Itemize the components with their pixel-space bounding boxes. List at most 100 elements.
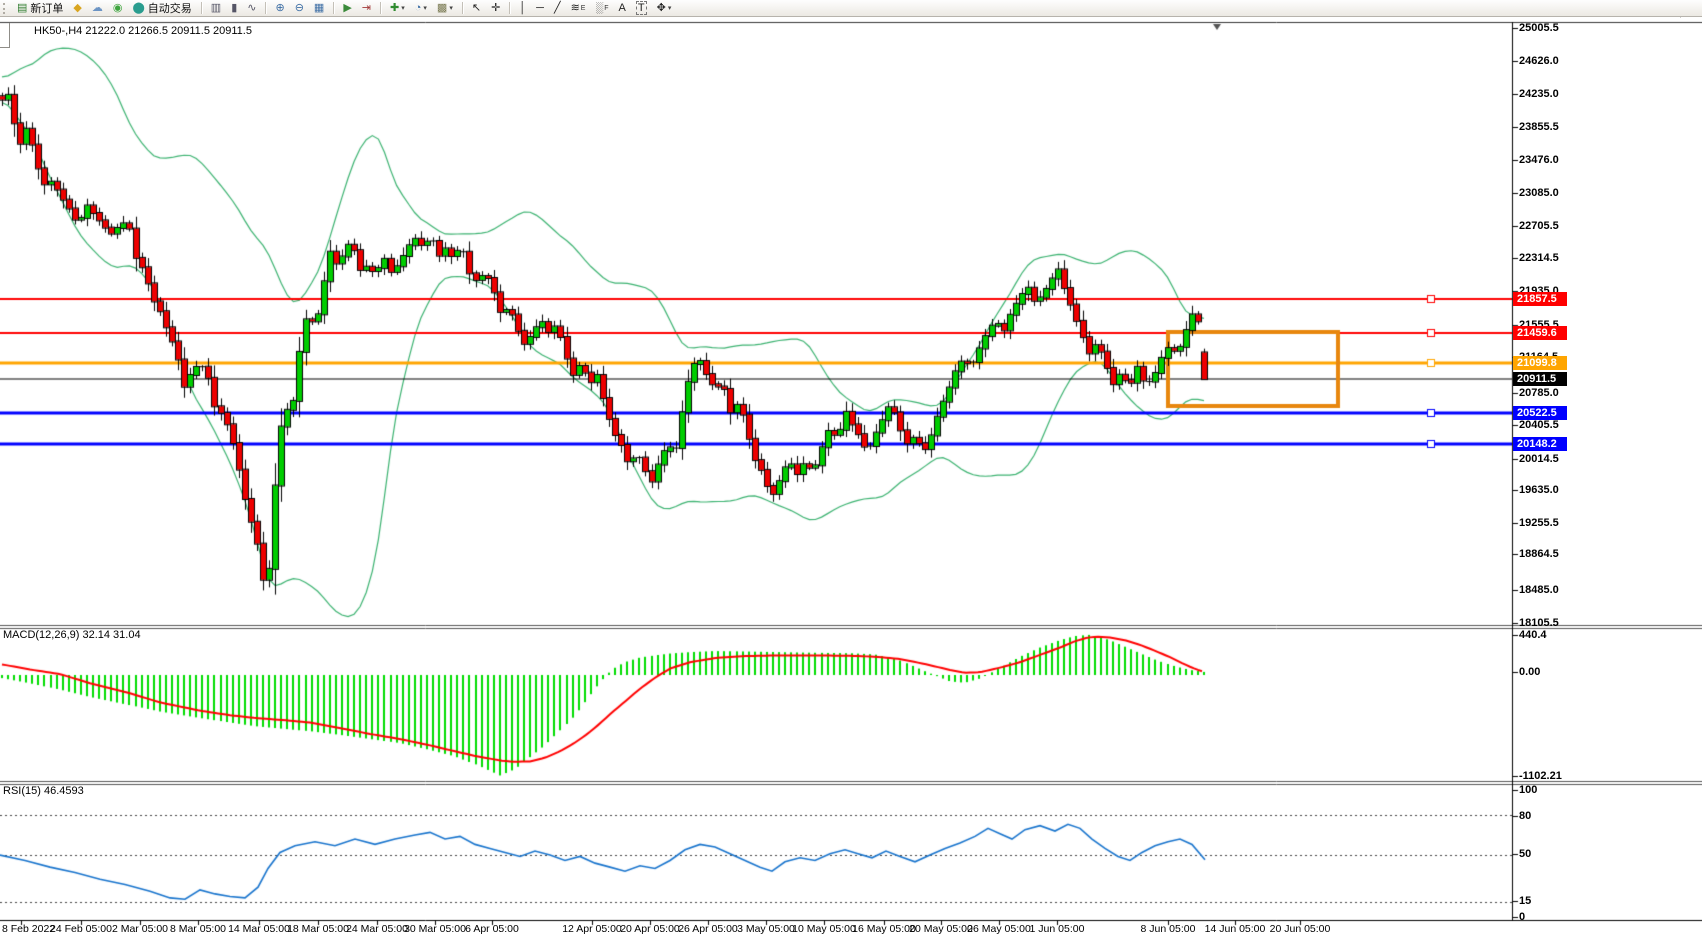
- gold-cube-icon: ◆: [73, 2, 82, 14]
- time-axis-label: 10 May 05:00: [792, 923, 856, 935]
- auto-trading-button-label: 自动交易: [147, 3, 192, 15]
- line-chart-icon: ∿: [247, 2, 257, 14]
- bar-chart-icon[interactable]: ▥: [207, 0, 225, 16]
- time-axis-label: 18 Mar 05:00: [287, 923, 349, 935]
- zoom-in-icon[interactable]: ⊕: [271, 0, 288, 16]
- time-axis-label: 8 Feb 2022: [2, 923, 56, 935]
- chevron-down-icon: ▾: [423, 5, 427, 12]
- candlestick-icon: ▮: [231, 2, 238, 14]
- chevron-down-icon: ▾: [667, 5, 672, 12]
- time-axis-label: 20 Jun 05:00: [1269, 923, 1331, 935]
- rsi-axis-label: 100: [1519, 784, 1538, 796]
- auto-scroll-icon: ▶: [343, 2, 352, 14]
- toolbar-separator: [461, 2, 463, 14]
- tile-windows-icon[interactable]: ▦: [310, 0, 328, 16]
- chevron-down-icon: ▾: [401, 5, 405, 12]
- price-axis-label: 24235.0: [1519, 88, 1559, 100]
- vertical-line-icon[interactable]: │: [515, 0, 530, 16]
- line-chart-icon[interactable]: ∿: [243, 0, 260, 16]
- time-axis-label: 14 Mar 05:00: [228, 923, 290, 935]
- cursor-icon[interactable]: ↖: [468, 0, 485, 16]
- price-line-badge: 21459.6: [1513, 326, 1567, 340]
- time-axis-label: 24 Feb 05:00: [50, 923, 112, 935]
- indicators-button[interactable]: ✚ ▾: [386, 0, 409, 16]
- price-line-badge: 21857.5: [1513, 292, 1567, 306]
- rsi-axis-label: 0: [1519, 911, 1526, 923]
- candlestick-chart-icon[interactable]: ▮: [227, 0, 241, 16]
- chart-title: HK50-,H4 21222.0 21266.5 20911.5 20911.5: [34, 25, 252, 37]
- time-axis-label: 20 May 05:00: [909, 923, 973, 935]
- price-axis-label: 19255.5: [1519, 517, 1559, 529]
- zoom-out-icon[interactable]: ⊖: [291, 0, 308, 16]
- text-icon[interactable]: A: [615, 0, 630, 16]
- zoom-out-icon: ⊖: [294, 2, 304, 14]
- time-axis-label: 6 Apr 05:00: [465, 923, 519, 935]
- fibo-retracement-icon: ≋: [570, 2, 580, 14]
- time-axis-label: 8 Mar 05:00: [169, 923, 227, 935]
- time-axis-label: 20 Apr 05:00: [620, 923, 680, 935]
- horizontal-line-icon[interactable]: ─: [532, 0, 548, 16]
- toolbar-separator: [265, 2, 267, 14]
- crosshair-icon[interactable]: ✛: [487, 0, 504, 16]
- chevron-down-icon: ▾: [449, 5, 453, 12]
- chart-shift-icon[interactable]: ⇥: [358, 0, 375, 16]
- toolbar-separator: [200, 2, 202, 14]
- fibo-fan-icon[interactable]: ░ F: [595, 2, 609, 14]
- auto-trading-button[interactable]: ⬤ 自动交易: [128, 0, 195, 16]
- rsi-indicator-label: RSI(15) 46.4593: [3, 785, 84, 797]
- toolbar-separator: [380, 2, 382, 14]
- clock-icon: ◔: [414, 2, 422, 14]
- time-axis-label: 26 Apr 05:00: [678, 923, 738, 935]
- periods-button[interactable]: ◔ ▾: [411, 0, 431, 16]
- price-axis-label: 23085.0: [1519, 187, 1559, 199]
- trendline-icon: ╱: [553, 2, 561, 14]
- time-axis-label: 8 Jun 05:00: [1140, 923, 1196, 935]
- gold-cube-icon[interactable]: ◆: [69, 0, 85, 16]
- price-line-badge: 20148.2: [1513, 437, 1567, 451]
- toolbar-grip[interactable]: [3, 2, 9, 14]
- price-axis-label: 25005.5: [1519, 22, 1559, 34]
- text-label-icon[interactable]: T: [632, 0, 651, 16]
- vertical-line-icon: │: [519, 2, 527, 14]
- template-icon: ▩: [436, 2, 448, 14]
- price-axis-label: 22314.5: [1519, 252, 1559, 264]
- chart-shift-icon: ⇥: [361, 2, 372, 14]
- templates-button[interactable]: ▩ ▾: [433, 0, 457, 16]
- toolbar-separator: [333, 2, 335, 14]
- auto-scroll-icon[interactable]: ▶: [339, 0, 355, 16]
- new-order-button[interactable]: ▤ 新订单: [13, 0, 67, 16]
- data-window-icon: ☁: [91, 2, 103, 14]
- macd-axis-label: 0.00: [1519, 666, 1541, 678]
- macd-axis-label: 440.4: [1519, 629, 1547, 641]
- rsi-axis-label: 50: [1519, 848, 1532, 860]
- chart-window-frame: [0, 23, 10, 48]
- tile-windows-icon: ▦: [313, 2, 325, 14]
- arrows-icon[interactable]: ✥ ▾: [653, 0, 676, 16]
- price-axis-label: 22705.5: [1519, 220, 1559, 232]
- macd-indicator-label: MACD(12,26,9) 32.14 31.04: [3, 629, 141, 641]
- price-axis-label: 20405.5: [1519, 419, 1559, 431]
- trendline-icon[interactable]: ╱: [550, 0, 565, 16]
- fibo-fan-icon: ░: [595, 2, 604, 14]
- time-axis-label: 30 Mar 05:00: [404, 923, 466, 935]
- price-axis-label: 18105.5: [1519, 617, 1559, 629]
- time-axis-label: 14 Jun 05:00: [1204, 923, 1266, 935]
- time-axis-label: 16 May 05:00: [852, 923, 916, 935]
- new-order-button-label: 新订单: [30, 3, 64, 15]
- text-label-icon: T: [635, 1, 647, 15]
- price-axis-label: 20014.5: [1519, 453, 1559, 465]
- price-axis-label: 19635.0: [1519, 484, 1559, 496]
- price-axis-label: 18485.0: [1519, 584, 1559, 596]
- price-line-badge: 20522.5: [1513, 406, 1567, 420]
- bar-chart-icon: ▥: [210, 2, 222, 14]
- market-signal-icon[interactable]: ◉: [109, 0, 127, 16]
- data-window-icon[interactable]: ☁: [88, 0, 107, 16]
- rsi-axis-label: 80: [1519, 810, 1532, 822]
- rsi-axis-label: 15: [1519, 895, 1532, 907]
- new-order-icon: ▤: [17, 2, 28, 14]
- time-axis-label: 1 Jun 05:00: [1029, 923, 1085, 935]
- fibo-retracement-icon[interactable]: ≋ E: [570, 2, 586, 14]
- time-axis-label: 3 May 05:00: [737, 923, 795, 935]
